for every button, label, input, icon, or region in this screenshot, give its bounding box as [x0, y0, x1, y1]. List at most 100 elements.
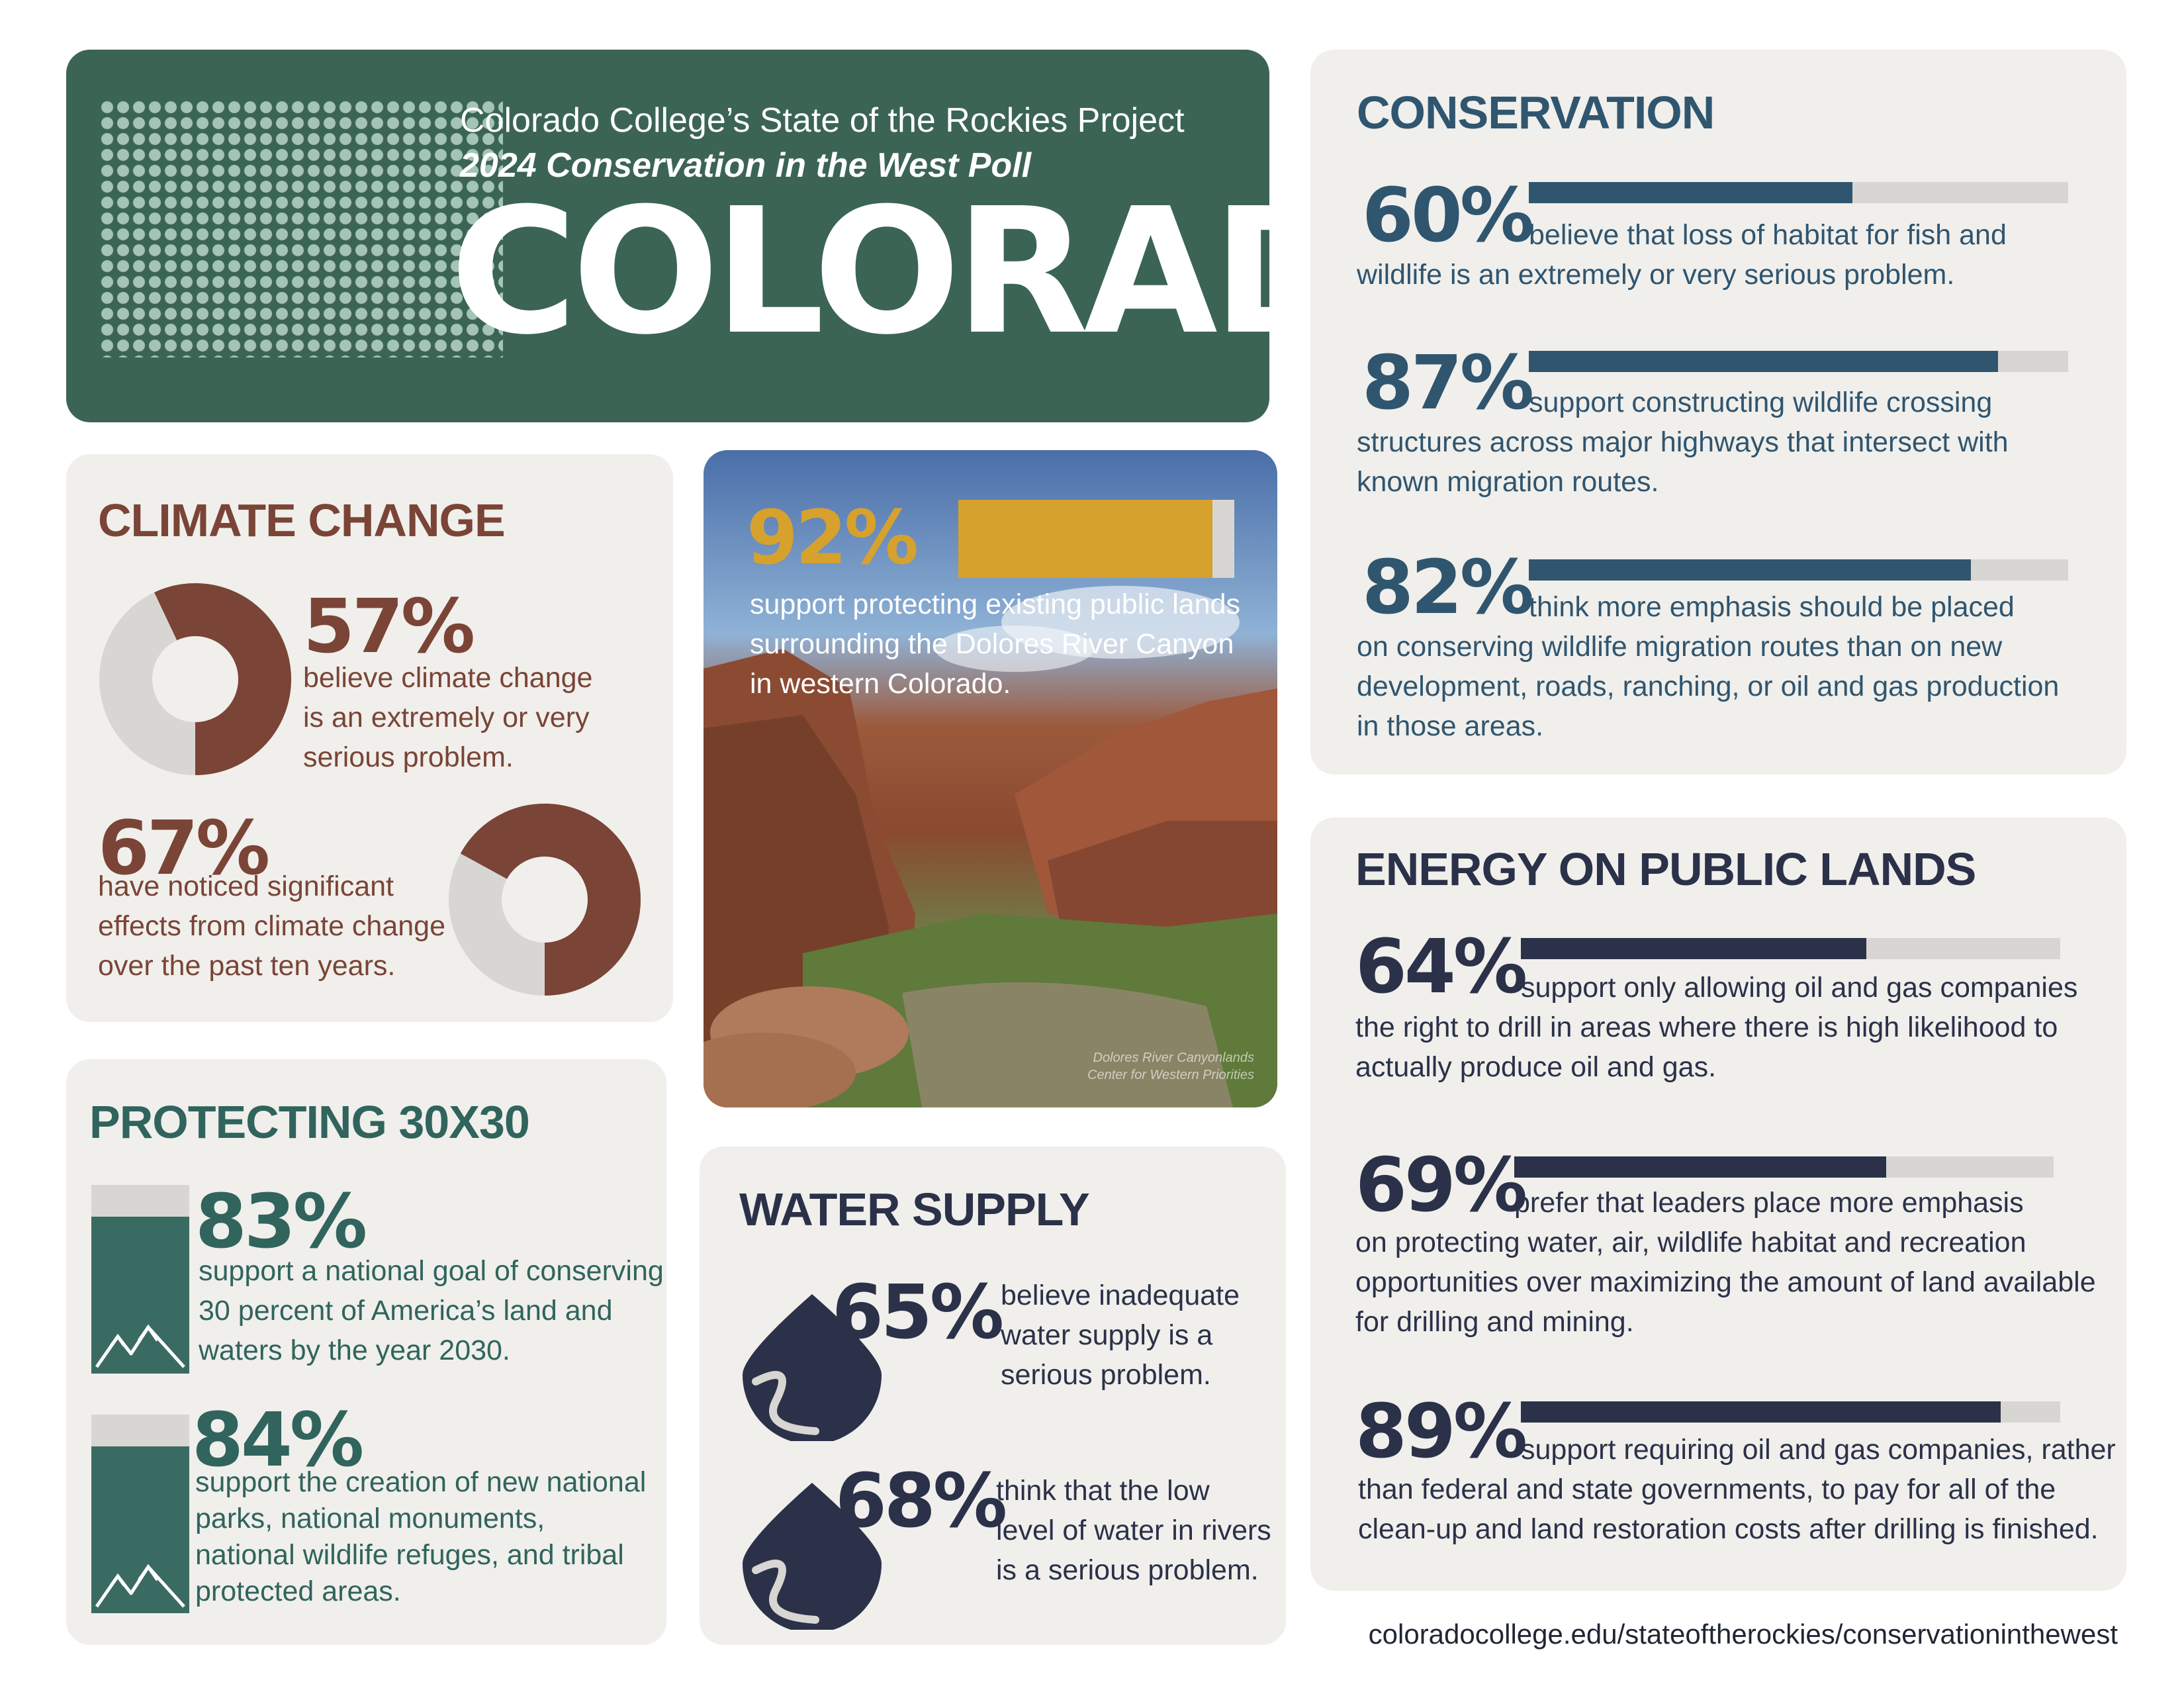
protect-stat2-bar: [91, 1415, 189, 1613]
photo-credit-line: Dolores River Canyonlands: [1093, 1051, 1254, 1065]
photo-bar-fill: [958, 500, 1212, 578]
protect-stat1-line: 30 percent of America’s land and: [199, 1295, 613, 1327]
climate-stat2-value: 67%: [98, 806, 270, 892]
conservation-card: CONSERVATION 60% believe that loss of ha…: [1310, 50, 2126, 774]
water-stat-line: serious problem.: [1001, 1359, 1211, 1391]
climate-stat1-line: believe climate change: [303, 662, 593, 694]
footer-url-link[interactable]: coloradocollege.edu/stateoftherockies/co…: [1368, 1618, 2118, 1650]
dolores-river-photo-card: 92% support protecting existing public l…: [704, 450, 1277, 1107]
water-drop-icon: [743, 1483, 882, 1630]
conservation-stat-line: development, roads, ranching, or oil and…: [1357, 671, 2060, 702]
photo-stat-line: support protecting existing public lands: [750, 588, 1240, 620]
conservation-stat-line: known migration routes.: [1357, 466, 1659, 498]
energy-stat-line: clean-up and land restoration costs afte…: [1358, 1513, 2099, 1545]
climate-stat2-line: have noticed significant: [98, 870, 394, 902]
protect-title: PROTECTING 30X30: [89, 1096, 530, 1148]
conservation-bar-fill: [1529, 182, 1852, 203]
energy-bar-track: [1514, 1156, 2054, 1178]
protect-stat2-line: national wildlife refuges, and tribal: [195, 1539, 624, 1571]
climate-stat2-line: effects from climate change: [98, 910, 446, 942]
energy-stat-value: 64%: [1355, 924, 1527, 1010]
conservation-stat-line: think more emphasis should be placed: [1529, 591, 2015, 623]
header-kicker: Colorado College’s State of the Rockies …: [460, 101, 1185, 140]
climate-donut-1: [99, 583, 291, 775]
energy-stat-line: actually produce oil and gas.: [1355, 1051, 1717, 1083]
photo-bar-track: [958, 500, 1234, 578]
energy-stat-line: prefer that leaders place more emphasis: [1514, 1187, 2024, 1219]
conservation-bar-fill: [1529, 559, 1972, 581]
conservation-stat-line: support constructing wildlife crossing: [1529, 387, 1993, 418]
energy-bar-track: [1521, 1401, 2060, 1423]
mountain-icon: [95, 1324, 185, 1368]
climate-donut-2: [449, 804, 641, 996]
conservation-stat-line: in those areas.: [1357, 710, 1544, 742]
energy-bar-track: [1521, 938, 2060, 959]
conservation-stat-value: 82%: [1362, 545, 1534, 631]
conservation-bar-fill: [1529, 351, 1999, 372]
protect-stat2-value: 84%: [192, 1397, 364, 1483]
conservation-stat-line: on conserving wildlife migration routes …: [1357, 631, 2003, 663]
dot-pattern: [99, 99, 503, 357]
water-stat-line: water supply is a: [1001, 1319, 1213, 1351]
protect-stat1-line: waters by the year 2030.: [199, 1335, 510, 1366]
donut-share: [99, 583, 291, 775]
energy-bar-fill: [1521, 1401, 2001, 1423]
water-stat-line: level of water in rivers: [996, 1515, 1271, 1546]
conservation-stat-value: 60%: [1362, 173, 1534, 259]
conservation-title: CONSERVATION: [1357, 87, 1715, 138]
water-title: WATER SUPPLY: [739, 1184, 1090, 1235]
header-banner: Colorado College’s State of the Rockies …: [66, 50, 1269, 422]
protect-stat2-line: parks, national monuments,: [195, 1503, 545, 1534]
protect-stat1-value: 83%: [195, 1179, 367, 1265]
protect-stat2-line: support the creation of new national: [195, 1466, 647, 1498]
energy-bar-fill: [1514, 1156, 1887, 1178]
protect-stat1-bar-fill: [91, 1217, 189, 1374]
energy-stat-value: 69%: [1355, 1143, 1527, 1229]
conservation-bar-track: [1529, 351, 2068, 372]
conservation-bar-track: [1529, 559, 2068, 581]
energy-stat-line: the right to drill in areas where there …: [1355, 1011, 2058, 1043]
photo-stat-line: surrounding the Dolores River Canyon: [750, 628, 1234, 660]
protecting-30x30-card: PROTECTING 30X30 83% support a national …: [66, 1059, 666, 1645]
protect-stat2-bar-fill: [91, 1446, 189, 1613]
water-stat-value: 68%: [835, 1458, 1007, 1544]
energy-stat-line: opportunities over maximizing the amount…: [1355, 1266, 2096, 1298]
water-stat-line: think that the low: [996, 1475, 1210, 1507]
canyon-illustration: [704, 586, 1277, 1107]
climate-stat1-line: is an extremely or very: [303, 702, 590, 733]
climate-stat1-value: 57%: [303, 584, 475, 670]
energy-card: ENERGY ON PUBLIC LANDS 64% support only …: [1310, 818, 2126, 1591]
energy-title: ENERGY ON PUBLIC LANDS: [1355, 843, 1976, 895]
donut-share: [449, 804, 641, 996]
water-supply-card: WATER SUPPLY 65% believe inadequate wate…: [700, 1147, 1286, 1645]
water-stat-line: is a serious problem.: [996, 1554, 1259, 1586]
water-stat-line: believe inadequate: [1001, 1280, 1240, 1311]
climate-stat1-line: serious problem.: [303, 741, 514, 773]
conservation-stat-line: structures across major highways that in…: [1357, 426, 2009, 458]
photo-stat-value: 92%: [747, 495, 919, 581]
water-stat-value: 65%: [832, 1270, 1004, 1356]
climate-title: CLIMATE CHANGE: [98, 494, 506, 546]
climate-stat2-line: over the past ten years.: [98, 950, 396, 982]
water-drop-icon: [743, 1294, 882, 1441]
energy-stat-line: support requiring oil and gas companies,…: [1521, 1434, 2116, 1466]
conservation-stat-line: wildlife is an extremely or very serious…: [1357, 259, 1955, 291]
energy-stat-line: support only allowing oil and gas compan…: [1521, 972, 2078, 1004]
conservation-stat-value: 87%: [1362, 340, 1534, 426]
mountain-icon: [95, 1564, 185, 1608]
header-subtitle: 2024 Conservation in the West Poll: [460, 146, 1032, 185]
conservation-bar-track: [1529, 182, 2068, 203]
photo-credit-line: Center for Western Priorities: [1087, 1068, 1254, 1082]
energy-bar-fill: [1521, 938, 1866, 959]
energy-stat-value: 89%: [1355, 1389, 1527, 1475]
conservation-stat-line: believe that loss of habitat for fish an…: [1529, 219, 2007, 251]
header-state-title: COLORADO: [450, 171, 1269, 373]
energy-stat-line: than federal and state governments, to p…: [1358, 1474, 2056, 1505]
protect-stat1-line: support a national goal of conserving: [199, 1255, 664, 1287]
photo-stat-line: in western Colorado.: [750, 668, 1011, 700]
energy-stat-line: for drilling and mining.: [1355, 1306, 1634, 1338]
climate-change-card: CLIMATE CHANGE 57% believe climate chang…: [66, 454, 673, 1022]
protect-stat2-line: protected areas.: [195, 1575, 401, 1607]
protect-stat1-bar: [91, 1185, 189, 1374]
energy-stat-line: on protecting water, air, wildlife habit…: [1355, 1227, 2026, 1258]
